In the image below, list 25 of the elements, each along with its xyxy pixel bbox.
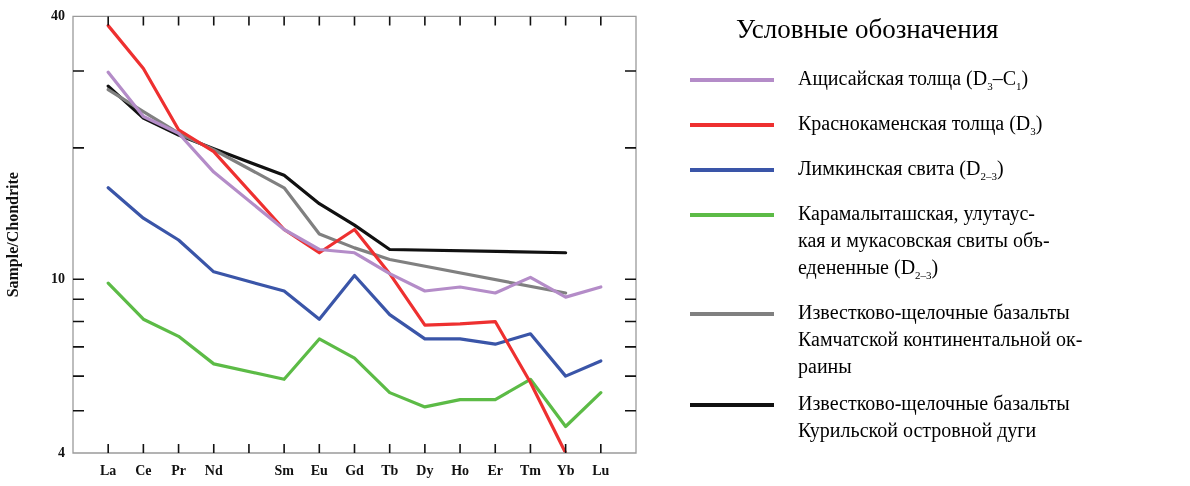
x-tick-label: Ce	[135, 463, 152, 479]
x-tick-label: Tb	[381, 463, 399, 479]
x-tick-label: Gd	[345, 463, 365, 479]
y-tick-label: 40	[51, 8, 65, 24]
x-tick-label: La	[100, 463, 117, 479]
y-tick-label: 10	[51, 270, 65, 286]
x-tick-label: Lu	[592, 463, 610, 479]
x-tick-label: Sm	[274, 463, 295, 479]
x-tick-label: Dy	[416, 463, 434, 479]
x-tick-label: Er	[487, 463, 504, 479]
y-tick-label: 4	[58, 444, 65, 460]
x-tick-label: Ho	[451, 463, 470, 479]
legend-label: Известково-щелочные базальты Курильской островной дуги	[798, 391, 1070, 444]
x-tick-label: Pr	[171, 463, 186, 479]
legend-title: Условные обозначения	[736, 14, 1000, 45]
x-tick-label: Eu	[310, 463, 329, 479]
legend-label: Карамалыташская, улутаус- кая и мукасовская свиты объ- едененные (D$_{2–3}$)	[798, 201, 1050, 283]
x-tick-label: Tm	[519, 463, 542, 479]
legend-label: Краснокаменская толща (D$_{3}$)	[798, 111, 1043, 139]
x-tick-label: Nd	[204, 463, 223, 479]
legend-label: Известково-щелочные базальты Камчатской континентальной ок- раины	[798, 300, 1083, 380]
legend-label: Лимкинская свита (D$_{2–3}$)	[798, 156, 1004, 184]
y-axis-title: Sample/Chondrite	[3, 172, 22, 298]
x-tick-label: Yb	[556, 463, 575, 479]
legend-label: Ащисайская толща (D$_{3}$–C$_{1}$)	[798, 66, 1029, 94]
